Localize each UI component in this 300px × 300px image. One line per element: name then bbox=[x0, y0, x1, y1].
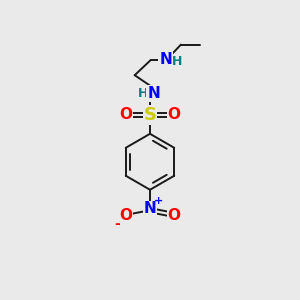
Text: N: N bbox=[147, 86, 160, 101]
Text: N: N bbox=[144, 201, 156, 216]
Text: +: + bbox=[154, 196, 163, 206]
Text: O: O bbox=[119, 107, 132, 122]
Text: O: O bbox=[119, 208, 132, 223]
Text: -: - bbox=[115, 217, 121, 231]
Text: N: N bbox=[159, 52, 172, 67]
Text: O: O bbox=[168, 208, 181, 223]
Text: H: H bbox=[137, 87, 148, 100]
Text: S: S bbox=[143, 106, 157, 124]
Text: H: H bbox=[172, 55, 183, 68]
Text: O: O bbox=[168, 107, 181, 122]
